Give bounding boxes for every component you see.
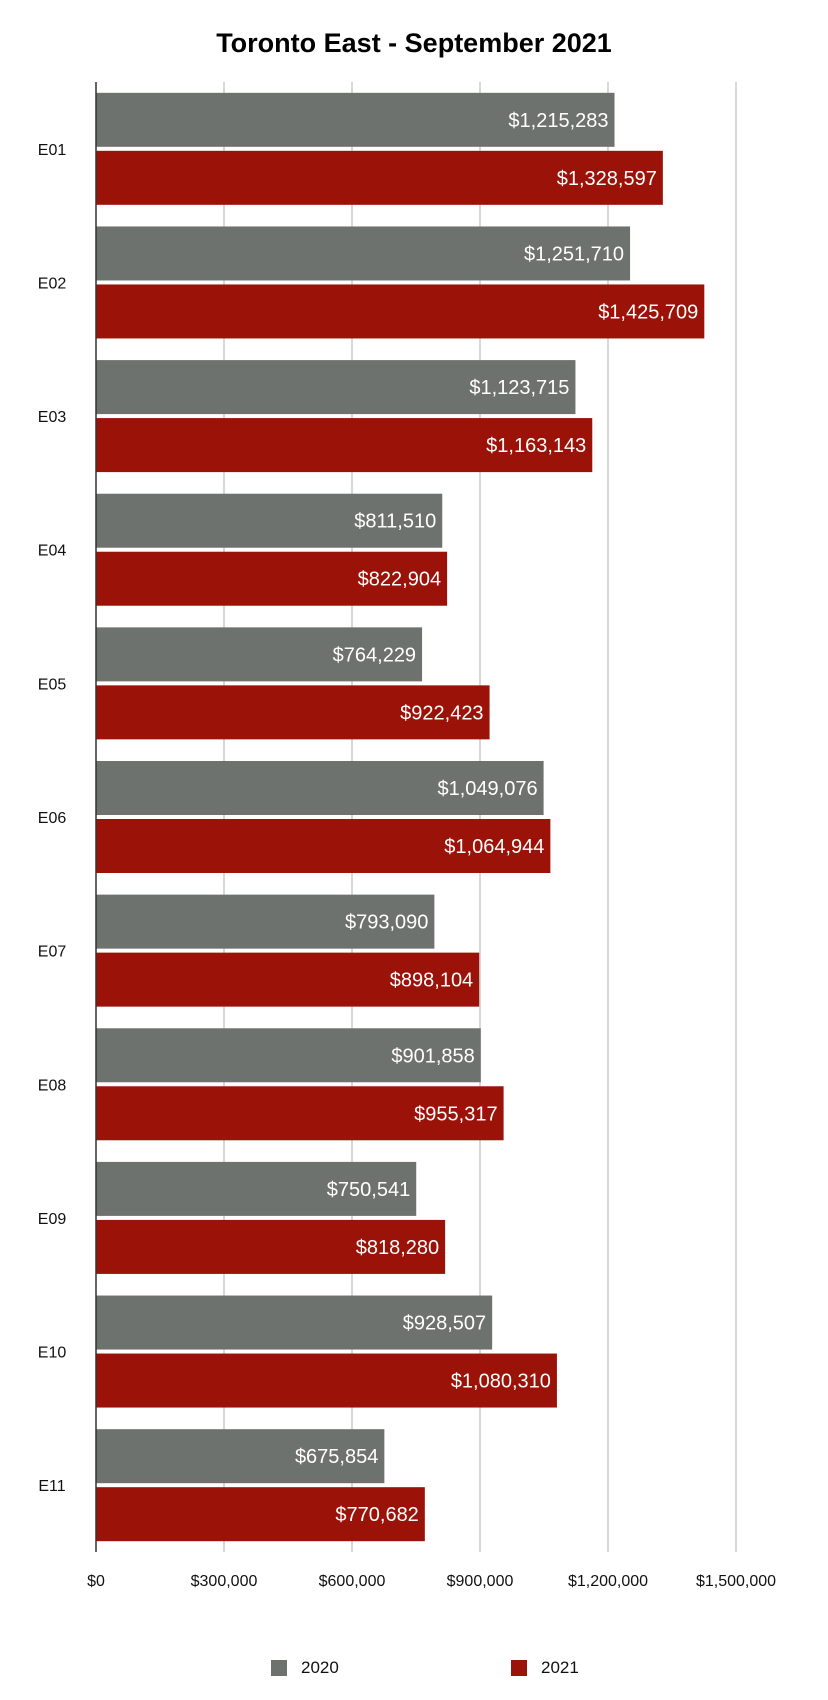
category-label: E08 <box>38 1077 67 1094</box>
data-label: $1,064,944 <box>444 836 544 858</box>
data-label: $770,682 <box>335 1504 418 1526</box>
legend: 2020 2021 <box>0 1656 828 1680</box>
data-label: $1,163,143 <box>486 435 586 457</box>
chart-title: Toronto East - September 2021 <box>216 28 612 58</box>
x-tick-label: $1,200,000 <box>568 1573 648 1590</box>
axis-layer: $0 $300,000 $600,000 $900,000 $1,200,000 $1,5… <box>38 82 776 1590</box>
data-label: $1,123,715 <box>469 377 569 399</box>
bar-e02-2020 <box>96 226 631 281</box>
data-label: $822,904 <box>358 569 441 591</box>
bar-e04-2020 <box>96 493 443 548</box>
data-label: $1,251,710 <box>524 243 624 265</box>
data-label: $922,423 <box>400 702 483 724</box>
bar-e03-2020 <box>96 360 576 415</box>
legend-label-2021: 2021 <box>541 1658 579 1677</box>
data-label: $1,215,283 <box>508 110 608 132</box>
legend-label-2020: 2020 <box>301 1658 339 1677</box>
data-label: $764,229 <box>333 644 416 666</box>
bar-e11-2020 <box>96 1429 385 1484</box>
legend-swatch-2020 <box>271 1660 287 1676</box>
bar-e09-2021 <box>96 1219 446 1274</box>
bar-e03-2021 <box>96 418 593 473</box>
legend-item-2020: 2020 <box>271 1656 339 1680</box>
bar-e05-2020 <box>96 627 423 682</box>
category-label: E04 <box>38 543 67 560</box>
data-label: $793,090 <box>345 912 428 934</box>
bar-e10-2020 <box>96 1295 493 1350</box>
x-tick-label: $900,000 <box>447 1573 514 1590</box>
data-label: $818,280 <box>356 1237 439 1259</box>
data-label: $1,328,597 <box>557 168 657 190</box>
x-tick-label: $1,500,000 <box>696 1573 776 1590</box>
label-layer: $1,215,283 $1,328,597 $1,251,710 $1,425,709… <box>295 110 698 1526</box>
data-label: $1,049,076 <box>437 778 537 800</box>
x-tick-label: $0 <box>87 1573 105 1590</box>
category-label: E03 <box>38 409 67 426</box>
data-label: $675,854 <box>295 1446 378 1468</box>
x-tick-label: $600,000 <box>319 1573 386 1590</box>
bar-e07-2021 <box>96 952 480 1007</box>
legend-swatch-2021 <box>511 1660 527 1676</box>
legend-item-2021: 2021 <box>511 1656 579 1680</box>
data-label: $811,510 <box>354 511 436 533</box>
bar-e08-2021 <box>96 1086 504 1141</box>
data-label: $1,425,709 <box>598 301 698 323</box>
bar-e06-2021 <box>96 819 551 873</box>
category-label: E06 <box>38 810 67 827</box>
category-label: E10 <box>38 1345 67 1362</box>
bar-e02-2021 <box>96 284 705 339</box>
category-label: E01 <box>38 142 67 159</box>
category-label: E02 <box>38 275 67 292</box>
category-label: E07 <box>38 944 67 961</box>
bar-e07-2020 <box>96 894 435 949</box>
category-label: E05 <box>38 676 67 693</box>
category-label: E09 <box>38 1211 67 1228</box>
bar-e08-2020 <box>96 1028 481 1083</box>
bar-e09-2020 <box>96 1161 417 1216</box>
bar-e04-2021 <box>96 551 448 606</box>
data-label: $955,317 <box>414 1103 497 1125</box>
data-label: $898,104 <box>390 970 473 992</box>
data-label: $750,541 <box>327 1179 410 1201</box>
x-tick-label: $300,000 <box>191 1573 258 1590</box>
bar-e06-2020 <box>96 761 544 815</box>
data-label: $1,080,310 <box>451 1371 551 1393</box>
data-label: $928,507 <box>403 1313 486 1335</box>
category-label: E11 <box>38 1478 65 1495</box>
bar-e05-2021 <box>96 685 490 740</box>
bar-e11-2021 <box>96 1487 425 1542</box>
data-label: $901,858 <box>391 1045 474 1067</box>
bar-e10-2021 <box>96 1353 557 1408</box>
bar-e01-2020 <box>96 92 615 147</box>
bar-layer <box>96 92 705 1542</box>
bar-e01-2021 <box>96 150 663 205</box>
